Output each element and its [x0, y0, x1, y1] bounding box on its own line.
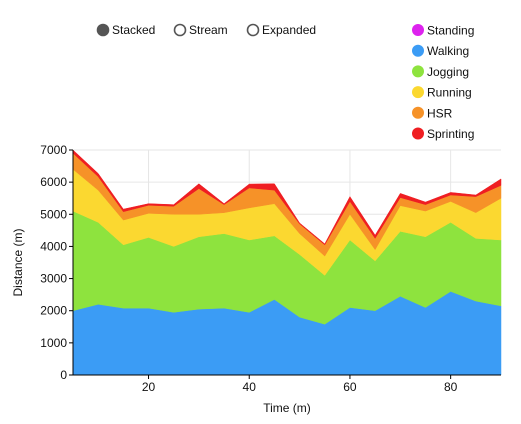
x-tick-label: 40: [243, 380, 257, 394]
y-tick-label: 1000: [40, 336, 67, 350]
mode-option-stacked[interactable]: Stacked: [96, 23, 156, 37]
axes: 0 1000 2000 3000 4000 5000 6000 7000 20 40 60 80: [40, 143, 501, 394]
radio-icon[interactable]: [96, 23, 110, 37]
area-sprinting[interactable]: [72, 149, 502, 246]
y-tick-label: 0: [60, 368, 67, 382]
legend-swatch-walking[interactable]: [412, 44, 424, 57]
legend-item-standing[interactable]: Standing: [412, 24, 474, 38]
legend-swatch-sprinting[interactable]: [412, 127, 424, 140]
y-tick-label: 6000: [40, 175, 67, 189]
x-tick-label: 20: [142, 380, 156, 394]
legend: Standing Walking Jogging Running HSR Sprintin…: [412, 24, 474, 141]
legend-swatch-running[interactable]: [412, 86, 424, 99]
x-tick-label: 80: [444, 380, 458, 394]
radio-icon[interactable]: [246, 23, 260, 37]
legend-label: Jogging: [427, 65, 469, 79]
y-tick-label: 3000: [40, 272, 67, 286]
legend-item-walking[interactable]: Walking: [412, 44, 469, 58]
legend-label: Sprinting: [427, 127, 474, 141]
legend-swatch-hsr[interactable]: [412, 106, 424, 119]
y-tick-label: 5000: [40, 207, 67, 221]
mode-label: Stacked: [112, 23, 155, 37]
series-areas: [72, 149, 502, 376]
legend-label: Standing: [427, 24, 474, 38]
legend-item-jogging[interactable]: Jogging: [412, 65, 469, 79]
legend-label: HSR: [427, 106, 453, 120]
mode-option-expanded[interactable]: Expanded: [246, 23, 317, 37]
y-tick-label: 7000: [40, 143, 67, 157]
x-axis-title: Time (m): [263, 401, 311, 415]
legend-label: Running: [427, 86, 472, 100]
y-axis-title: Distance (m): [11, 228, 25, 296]
legend-swatch-standing[interactable]: [412, 24, 424, 36]
mode-label: Stream: [189, 23, 228, 37]
radio-icon[interactable]: [173, 23, 187, 37]
legend-swatch-jogging[interactable]: [412, 65, 424, 78]
legend-item-sprinting[interactable]: Sprinting: [412, 127, 474, 141]
chart-mode-controls: Stacked Stream Expanded: [96, 23, 317, 37]
mode-option-stream[interactable]: Stream: [173, 23, 228, 37]
x-tick-label: 60: [343, 380, 357, 394]
legend-item-hsr[interactable]: HSR: [412, 106, 453, 120]
mode-label: Expanded: [262, 23, 316, 37]
legend-label: Walking: [427, 44, 469, 58]
legend-item-running[interactable]: Running: [412, 86, 472, 100]
y-tick-label: 2000: [40, 304, 67, 318]
y-tick-label: 4000: [40, 239, 67, 253]
